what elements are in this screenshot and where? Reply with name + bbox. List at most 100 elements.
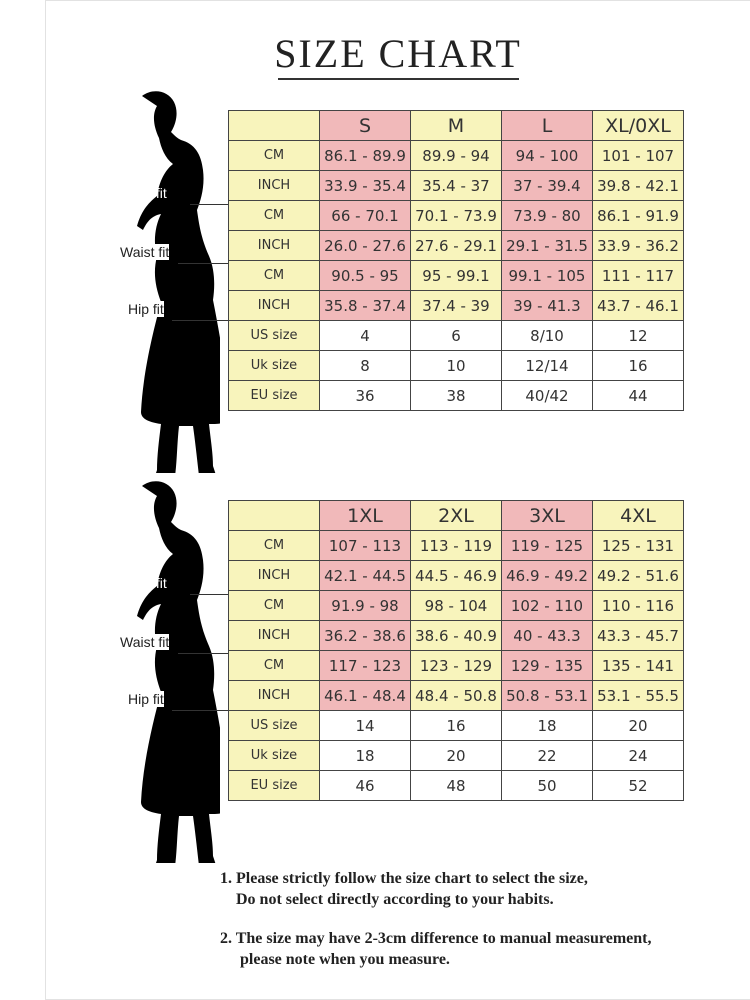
- measurement-cell: 86.1 - 89.9: [319, 140, 411, 171]
- size-header: 4XL: [592, 500, 684, 531]
- size-table-plus: 1XL 2XL 3XL 4XL CM 107 - 113 113 - 119 119 - 12…: [228, 500, 684, 801]
- measurement-cell: 39.8 - 42.1: [592, 170, 684, 201]
- measurement-cell: 18: [501, 710, 593, 741]
- measurement-cell: 43.3 - 45.7: [592, 620, 684, 651]
- measurement-cell: 12/14: [501, 350, 593, 381]
- measurement-cell: 16: [410, 710, 502, 741]
- measurement-cell: 33.9 - 35.4: [319, 170, 411, 201]
- measurement-cell: 44.5 - 46.9: [410, 560, 502, 591]
- table-row: CM 86.1 - 89.9 89.9 - 94 94 - 100 101 - 107: [228, 140, 684, 171]
- row-label: US size: [228, 710, 320, 741]
- measurement-cell: 90.5 - 95: [319, 260, 411, 291]
- table-row: Uk size 8 10 12/14 16: [228, 350, 684, 381]
- fit-label-waist: Waist fit: [120, 634, 170, 650]
- measurement-cell: 12: [592, 320, 684, 351]
- size-header: 3XL: [501, 500, 593, 531]
- measurement-cell: 48.4 - 50.8: [410, 680, 502, 711]
- table-row: EU size 36 38 40/42 44: [228, 380, 684, 411]
- note-2: 2. The size may have 2-3cm difference to…: [220, 930, 652, 968]
- measurement-cell: 99.1 - 105: [501, 260, 593, 291]
- measurement-cell: 70.1 - 73.9: [410, 200, 502, 231]
- measurement-cell: 40/42: [501, 380, 593, 411]
- measurement-cell: 52: [592, 770, 684, 801]
- fit-label-hip: Hip fit: [128, 301, 164, 317]
- measurement-cell: 40 - 43.3: [501, 620, 593, 651]
- table-row: INCH 42.1 - 44.5 44.5 - 46.9 46.9 - 49.2 49.…: [228, 560, 684, 591]
- measurement-cell: 135 - 141: [592, 650, 684, 681]
- size-header: 2XL: [410, 500, 502, 531]
- measurement-cell: 44: [592, 380, 684, 411]
- table-row: INCH 46.1 - 48.4 48.4 - 50.8 50.8 - 53.1 53.…: [228, 680, 684, 711]
- measurement-cell: 27.6 - 29.1: [410, 230, 502, 261]
- page-title: SIZE CHART: [274, 31, 522, 76]
- row-label: INCH: [228, 680, 320, 711]
- notes: 1. Please strictly follow the size chart…: [220, 868, 651, 988]
- size-header: XL/0XL: [592, 110, 684, 141]
- fit-label-bust: Bust fit: [124, 575, 167, 591]
- row-label: INCH: [228, 620, 320, 651]
- note-1: 1. Please strictly follow the size chart…: [220, 870, 588, 908]
- measurement-cell: 38: [410, 380, 502, 411]
- measurement-cell: 33.9 - 36.2: [592, 230, 684, 261]
- row-label: CM: [228, 530, 320, 561]
- measurement-cell: 48: [410, 770, 502, 801]
- fit-label-waist: Waist fit: [120, 244, 170, 260]
- measurement-cell: 46.1 - 48.4: [319, 680, 411, 711]
- measurement-cell: 35.4 - 37: [410, 170, 502, 201]
- measurement-cell: 46.9 - 49.2: [501, 560, 593, 591]
- row-label: INCH: [228, 290, 320, 321]
- size-header: L: [501, 110, 593, 141]
- size-header: M: [410, 110, 502, 141]
- measurement-cell: 10: [410, 350, 502, 381]
- measurement-cell: 98 - 104: [410, 590, 502, 621]
- measurement-cell: 8/10: [501, 320, 593, 351]
- title-underline: [278, 78, 519, 80]
- row-label: EU size: [228, 380, 320, 411]
- measurement-cell: 73.9 - 80: [501, 200, 593, 231]
- measurement-cell: 42.1 - 44.5: [319, 560, 411, 591]
- measurement-cell: 35.8 - 37.4: [319, 290, 411, 321]
- measurement-cell: 43.7 - 46.1: [592, 290, 684, 321]
- row-label: Uk size: [228, 350, 320, 381]
- table-row: Uk size 18 20 22 24: [228, 740, 684, 771]
- table-row: CM 66 - 70.1 70.1 - 73.9 73.9 - 80 86.1 - 91…: [228, 200, 684, 231]
- row-label: INCH: [228, 230, 320, 261]
- woman-silhouette: [90, 88, 232, 496]
- row-label: CM: [228, 650, 320, 681]
- measurement-cell: 53.1 - 55.5: [592, 680, 684, 711]
- measurement-cell: 49.2 - 51.6: [592, 560, 684, 591]
- measurement-cell: 50.8 - 53.1: [501, 680, 593, 711]
- measurement-cell: 20: [592, 710, 684, 741]
- row-label: INCH: [228, 560, 320, 591]
- measurement-cell: 102 - 110: [501, 590, 593, 621]
- measurement-cell: 38.6 - 40.9: [410, 620, 502, 651]
- row-label: CM: [228, 200, 320, 231]
- measurement-cell: 89.9 - 94: [410, 140, 502, 171]
- measurement-cell: 46: [319, 770, 411, 801]
- measurement-cell: 107 - 113: [319, 530, 411, 561]
- measurement-cell: 20: [410, 740, 502, 771]
- table-row: INCH 36.2 - 38.6 38.6 - 40.9 40 - 43.3 43.3 …: [228, 620, 684, 651]
- measurement-cell: 66 - 70.1: [319, 200, 411, 231]
- size-table-regular: S M L XL/0XL CM 86.1 - 89.9 89.9 - 94 94 - 100 1…: [228, 110, 684, 411]
- table-row: US size 14 16 18 20: [228, 710, 684, 741]
- measurement-cell: 110 - 116: [592, 590, 684, 621]
- measurement-cell: 16: [592, 350, 684, 381]
- measurement-cell: 94 - 100: [501, 140, 593, 171]
- corner-cell: [228, 500, 320, 531]
- measurement-cell: 119 - 125: [501, 530, 593, 561]
- table-row: INCH 33.9 - 35.4 35.4 - 37 37 - 39.4 39.8 - …: [228, 170, 684, 201]
- table-row: CM 90.5 - 95 95 - 99.1 99.1 - 105 111 - 117: [228, 260, 684, 291]
- size-header-row: 1XL 2XL 3XL 4XL: [228, 500, 684, 531]
- measurement-cell: 91.9 - 98: [319, 590, 411, 621]
- measurement-cell: 86.1 - 91.9: [592, 200, 684, 231]
- measurement-cell: 101 - 107: [592, 140, 684, 171]
- row-label: Uk size: [228, 740, 320, 771]
- table-row: EU size 46 48 50 52: [228, 770, 684, 801]
- measurement-cell: 37 - 39.4: [501, 170, 593, 201]
- measurement-cell: 36: [319, 380, 411, 411]
- measurement-cell: 50: [501, 770, 593, 801]
- row-label: EU size: [228, 770, 320, 801]
- measurement-cell: 6: [410, 320, 502, 351]
- measurement-cell: 95 - 99.1: [410, 260, 502, 291]
